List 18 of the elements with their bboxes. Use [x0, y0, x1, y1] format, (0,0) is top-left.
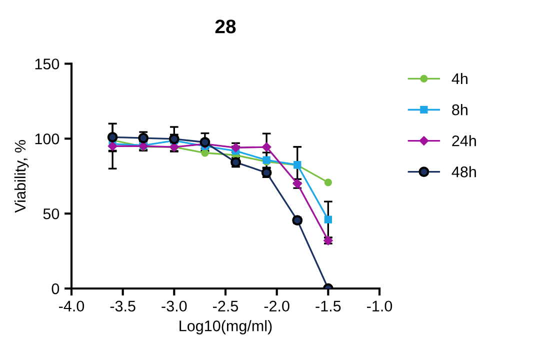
x-axis-title: Log10(mg/ml) [180, 320, 272, 334]
y-axis-title: Viability, % [14, 140, 29, 213]
y-tick-label: 50 [43, 208, 60, 220]
x-tick-label: -2.0 [264, 300, 290, 312]
legend-label: 48h [452, 166, 476, 178]
x-tick-label: -3.0 [162, 300, 187, 312]
legend-label: 8h [452, 104, 468, 116]
x-tick-label: -1.0 [367, 300, 392, 312]
x-tick-label: -1.5 [316, 300, 341, 312]
y-tick-label: 150 [35, 58, 60, 70]
legend-label: 4h [452, 72, 468, 84]
legend-label: 24h [452, 135, 476, 146]
x-tick-label: -4.0 [59, 300, 84, 312]
y-tick-label: 100 [35, 134, 60, 144]
x-tick-label: -2.5 [213, 300, 238, 312]
x-tick-label: -3.5 [110, 300, 136, 312]
chart-title: 28 [215, 20, 236, 34]
y-tick-label: 0 [52, 283, 60, 294]
